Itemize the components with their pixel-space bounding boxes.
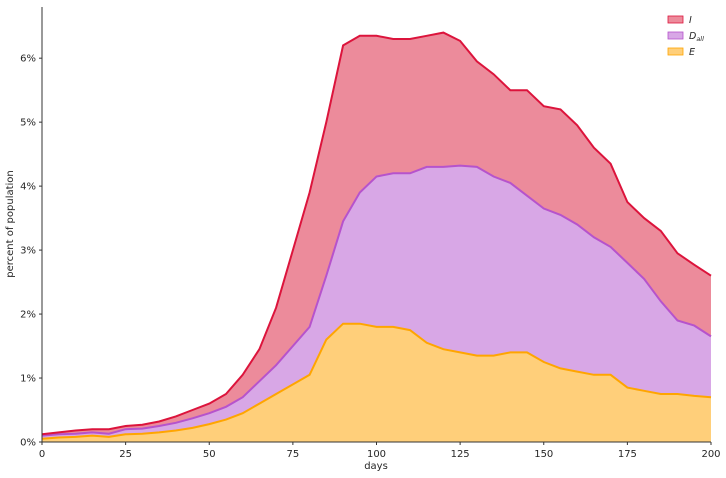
plot-area (41, 31, 712, 442)
y-tick-labels: 0% 1% 2% 3% 4% 5% 6% (20, 54, 42, 449)
y-axis-label: percent of population (5, 170, 16, 278)
legend-swatch (667, 47, 684, 56)
legend-swatch (667, 31, 684, 40)
x-tick-label: 125 (451, 449, 470, 460)
x-tick-label: 25 (119, 449, 132, 460)
legend-label: I (689, 15, 692, 26)
line-series-d-all (41, 164, 712, 437)
x-tick-label: 200 (701, 449, 720, 460)
y-tick-label: 2% (20, 310, 36, 321)
legend-label: E (689, 47, 695, 58)
y-tick-label: 5% (20, 118, 36, 129)
y-tick-label: 4% (20, 182, 36, 193)
legend-swatch (667, 15, 684, 24)
x-tick-label: 150 (534, 449, 553, 460)
x-tick-label: 50 (203, 449, 216, 460)
area-series-e (42, 323, 711, 442)
legend: I Dall E (667, 15, 704, 58)
area-series-d-all (42, 165, 711, 439)
x-tick-label: 100 (367, 449, 386, 460)
x-tick-labels: 0 25 50 75 100 125 150 175 200 (39, 442, 721, 460)
legend-label: Dall (689, 31, 704, 43)
x-tick-label: 0 (39, 449, 45, 460)
x-axis-label: days (364, 461, 388, 472)
y-tick-label: 1% (20, 374, 36, 385)
x-tick-label: 75 (287, 449, 300, 460)
line-series-i (41, 31, 712, 436)
x-tick-label: 175 (618, 449, 637, 460)
line-series-e (41, 322, 712, 440)
y-tick-label: 6% (20, 54, 36, 65)
y-tick-label: 0% (20, 438, 36, 449)
area-series-i (42, 32, 711, 436)
y-tick-label: 3% (20, 246, 36, 257)
